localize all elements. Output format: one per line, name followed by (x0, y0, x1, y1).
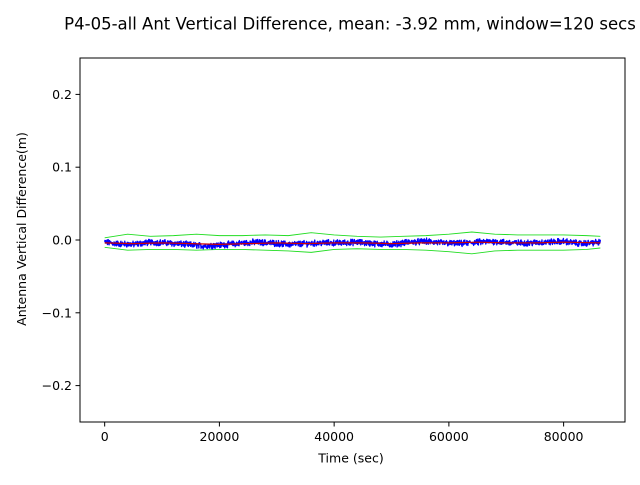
x-tick-label: 80000 (544, 429, 584, 444)
x-tick-label: 60000 (429, 429, 469, 444)
y-axis: −0.2 −0.1 0.0 0.1 0.2 (42, 87, 80, 393)
series-line-lower-bound (104, 246, 601, 255)
series-line-upper-bound (104, 231, 601, 239)
x-axis-label: Time (sec) (317, 451, 383, 466)
y-tick-label: −0.2 (42, 378, 72, 393)
x-tick-label: 40000 (314, 429, 354, 444)
chart-title: P4-05-all Ant Vertical Difference, mean:… (64, 15, 636, 34)
x-tick-label: 20000 (200, 429, 240, 444)
series-line-mean (104, 241, 601, 245)
series-line-raw (104, 237, 601, 250)
y-tick-label: −0.1 (42, 305, 72, 320)
y-tick-label: 0.2 (52, 87, 72, 102)
x-tick-label: 0 (101, 429, 109, 444)
x-axis: 0 20000 40000 60000 80000 (101, 422, 584, 444)
y-axis-label: Antenna Vertical Difference(m) (14, 132, 29, 326)
y-tick-label: 0.1 (52, 160, 72, 175)
y-tick-label: 0.0 (52, 233, 72, 248)
series-layer (104, 231, 601, 255)
